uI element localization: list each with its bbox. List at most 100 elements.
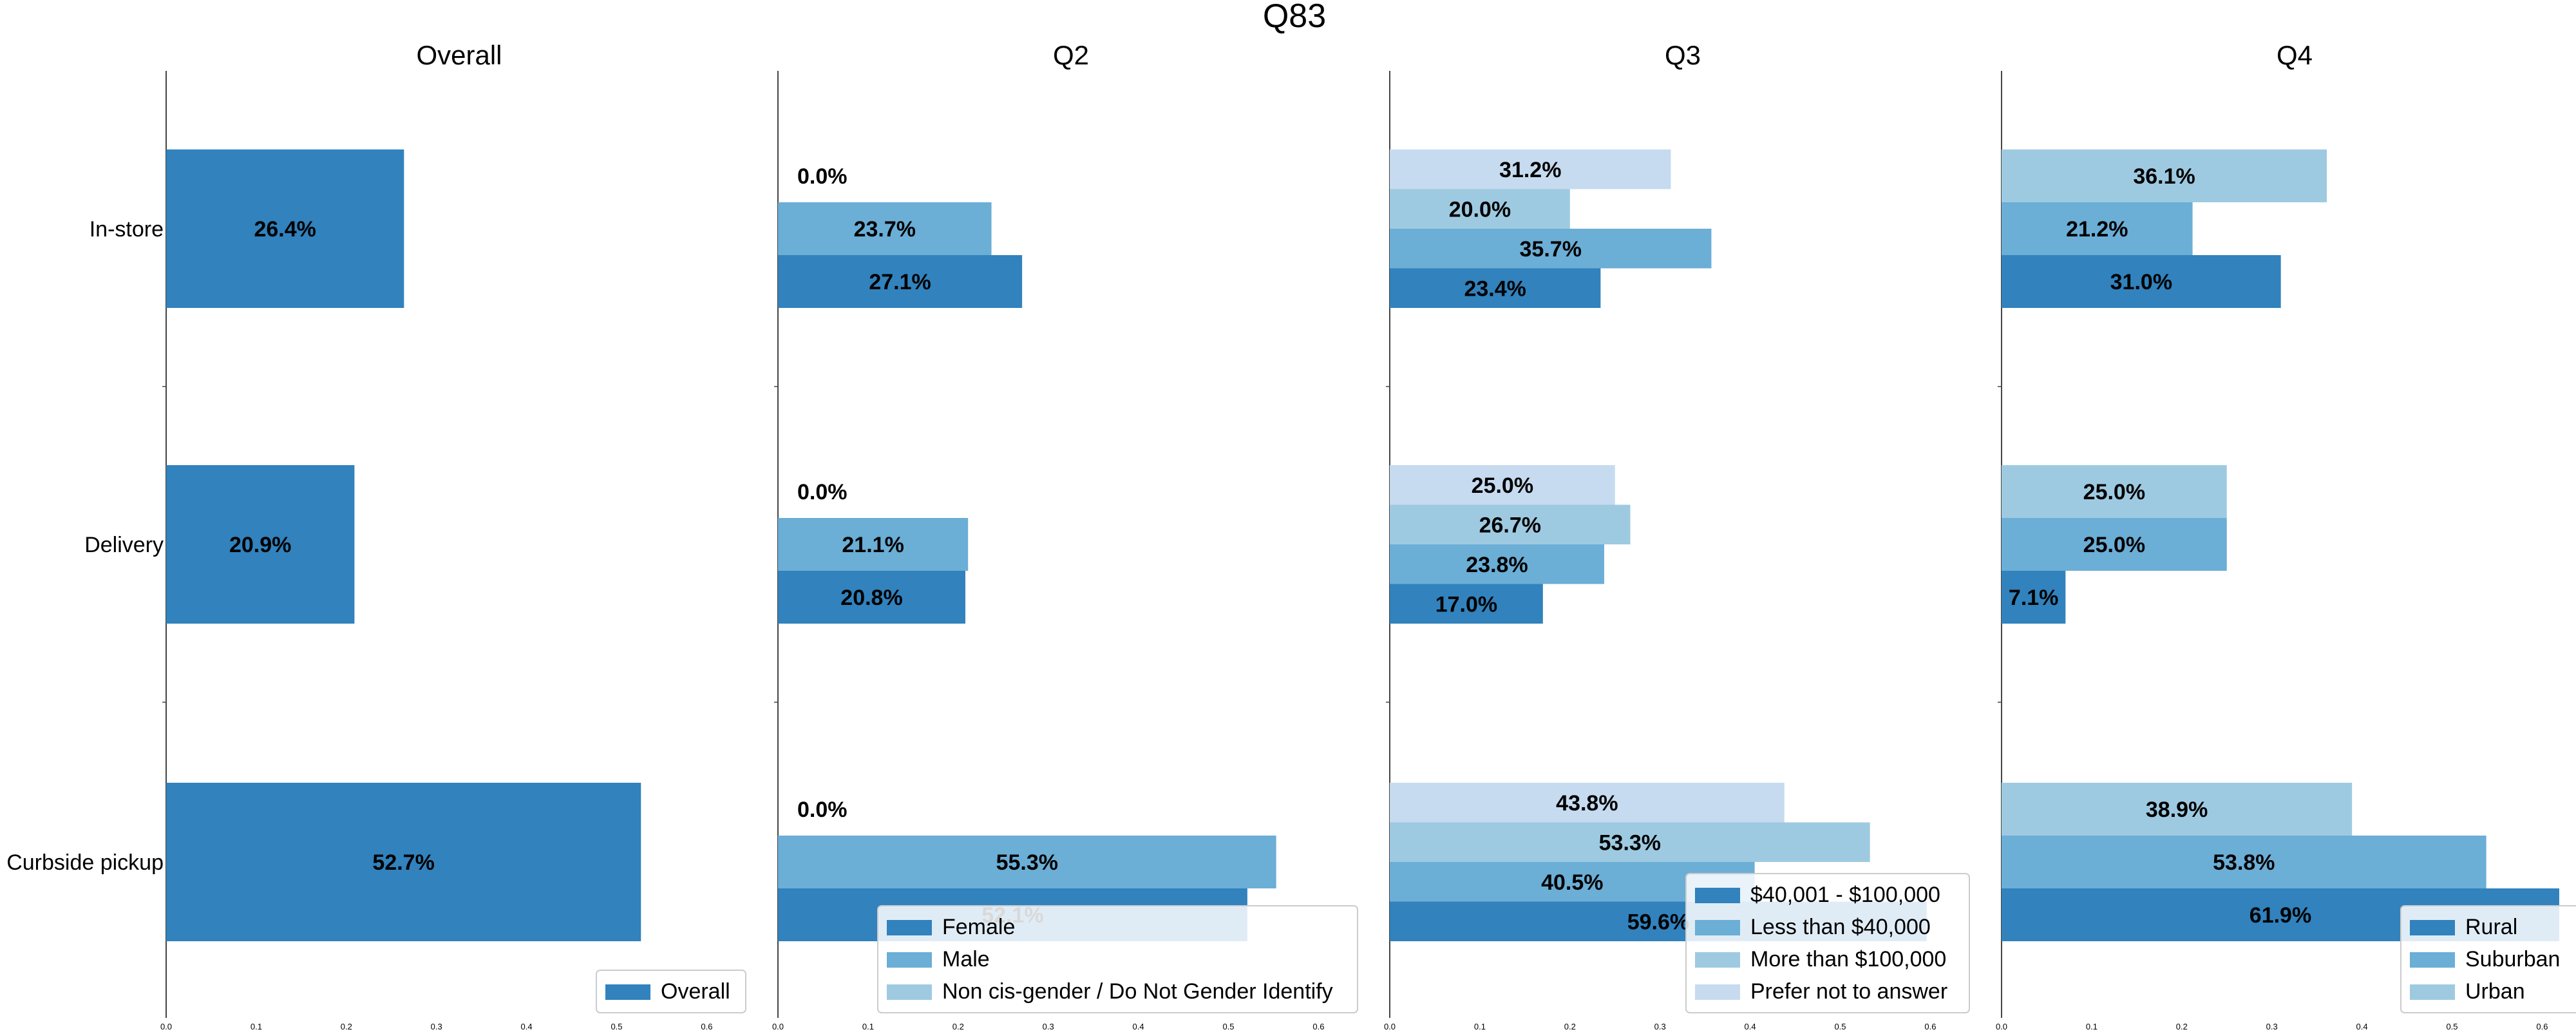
bar xyxy=(2002,202,2193,255)
x-tick-label: 0.1 xyxy=(251,1022,262,1031)
bar xyxy=(1390,189,1570,229)
data-label: 23.4% xyxy=(1464,276,1526,301)
data-label: 0.0% xyxy=(797,798,848,822)
data-label: 53.8% xyxy=(2213,850,2275,875)
data-label: 43.8% xyxy=(1556,791,1618,816)
legend-swatch xyxy=(605,984,650,1000)
bar xyxy=(778,836,1276,888)
x-tick-label: 0.4 xyxy=(521,1022,533,1031)
x-tick-label: 0.3 xyxy=(1043,1022,1054,1031)
x-tick-label: 0.4 xyxy=(1745,1022,1756,1031)
bar xyxy=(166,149,404,308)
bar xyxy=(166,783,641,941)
legend-label: More than $100,000 xyxy=(1750,947,1946,972)
x-tick-label: 0.3 xyxy=(431,1022,442,1031)
bar xyxy=(1390,822,1870,862)
data-label: 27.1% xyxy=(869,270,931,294)
chart-title: Q83 xyxy=(1263,0,1326,35)
data-label: 21.2% xyxy=(2066,217,2128,242)
panel-title: Q3 xyxy=(1665,40,1701,70)
legend-swatch xyxy=(2410,952,2455,968)
legend-label: Female xyxy=(942,915,1015,939)
legend-swatch xyxy=(1695,920,1740,935)
data-label: 25.0% xyxy=(2083,480,2145,504)
data-label: 23.8% xyxy=(1466,553,1528,577)
legend-label: Overall xyxy=(661,979,730,1004)
x-tick-label: 0.3 xyxy=(2266,1022,2278,1031)
data-label: 0.0% xyxy=(797,480,848,504)
panel-title: Q2 xyxy=(1053,40,1089,70)
legend-label: Urban xyxy=(2465,979,2525,1004)
data-label: 35.7% xyxy=(1520,237,1582,262)
legend-box xyxy=(1685,873,1970,1013)
category-label: Delivery xyxy=(84,533,164,557)
legend-swatch xyxy=(887,952,932,968)
data-label: 7.1% xyxy=(2009,586,2059,610)
x-tick-label: 0.1 xyxy=(1474,1022,1486,1031)
data-label: 23.7% xyxy=(854,217,916,242)
bar xyxy=(778,202,992,255)
legend-swatch xyxy=(887,984,932,1000)
x-tick-label: 0.6 xyxy=(2536,1022,2548,1031)
panel-title: Overall xyxy=(416,40,502,70)
data-label: 36.1% xyxy=(2133,164,2195,189)
x-tick-label: 0.5 xyxy=(2446,1022,2458,1031)
bar xyxy=(1390,783,1785,823)
legend-box xyxy=(596,970,746,1013)
legend-label: Suburban xyxy=(2465,947,2560,972)
bar xyxy=(1390,465,1615,505)
bar xyxy=(2002,465,2227,518)
data-label: 25.0% xyxy=(1472,474,1533,498)
data-label: 25.0% xyxy=(2083,533,2145,557)
data-label: 31.0% xyxy=(2110,270,2172,294)
bar xyxy=(2002,518,2227,571)
bar xyxy=(2002,571,2066,624)
x-tick-label: 0.3 xyxy=(1654,1022,1666,1031)
data-label: 31.2% xyxy=(1499,158,1561,182)
data-label: 26.7% xyxy=(1479,513,1541,537)
data-label: 38.9% xyxy=(2146,798,2208,822)
legend-label: Rural xyxy=(2465,915,2517,939)
x-tick-label: 0.1 xyxy=(862,1022,874,1031)
bar xyxy=(2002,149,2327,202)
data-label: 20.0% xyxy=(1449,197,1511,222)
legend-label: Non cis-gender / Do Not Gender Identify xyxy=(942,979,1333,1004)
bar xyxy=(1390,544,1604,584)
data-label: 20.8% xyxy=(840,586,902,610)
x-tick-label: 0.6 xyxy=(701,1022,712,1031)
bar xyxy=(2002,255,2281,308)
data-label: 21.1% xyxy=(842,533,904,557)
bar xyxy=(166,465,355,624)
legend-swatch xyxy=(2410,984,2455,1000)
data-label: 59.6% xyxy=(1627,910,1689,934)
data-label: 53.3% xyxy=(1599,830,1661,855)
legend-label: Less than $40,000 xyxy=(1750,915,1931,939)
bar xyxy=(1390,229,1712,269)
data-label: 0.0% xyxy=(797,164,848,189)
bar xyxy=(2002,836,2486,888)
legend-swatch xyxy=(1695,888,1740,903)
category-label: Curbside pickup xyxy=(6,850,164,875)
x-tick-label: 0.0 xyxy=(772,1022,784,1031)
data-label: 55.3% xyxy=(996,850,1058,875)
x-tick-label: 0.5 xyxy=(1222,1022,1234,1031)
x-tick-label: 0.2 xyxy=(341,1022,352,1031)
bar xyxy=(778,255,1023,308)
data-label: 17.0% xyxy=(1435,592,1497,617)
legend-box xyxy=(877,905,1358,1013)
data-label: 40.5% xyxy=(1541,870,1603,895)
legend-label: Prefer not to answer xyxy=(1750,979,1947,1004)
x-tick-label: 0.5 xyxy=(1834,1022,1846,1031)
data-label: 20.9% xyxy=(229,533,291,557)
bar xyxy=(778,571,965,624)
legend-swatch xyxy=(2410,920,2455,935)
x-tick-label: 0.4 xyxy=(2356,1022,2368,1031)
legend-label: Male xyxy=(942,947,990,972)
data-label: 52.7% xyxy=(372,850,434,875)
data-label: 26.4% xyxy=(254,217,316,242)
bar xyxy=(2002,783,2353,836)
x-tick-label: 0.4 xyxy=(1133,1022,1144,1031)
x-tick-label: 0.6 xyxy=(1924,1022,1936,1031)
bar xyxy=(1390,504,1631,544)
